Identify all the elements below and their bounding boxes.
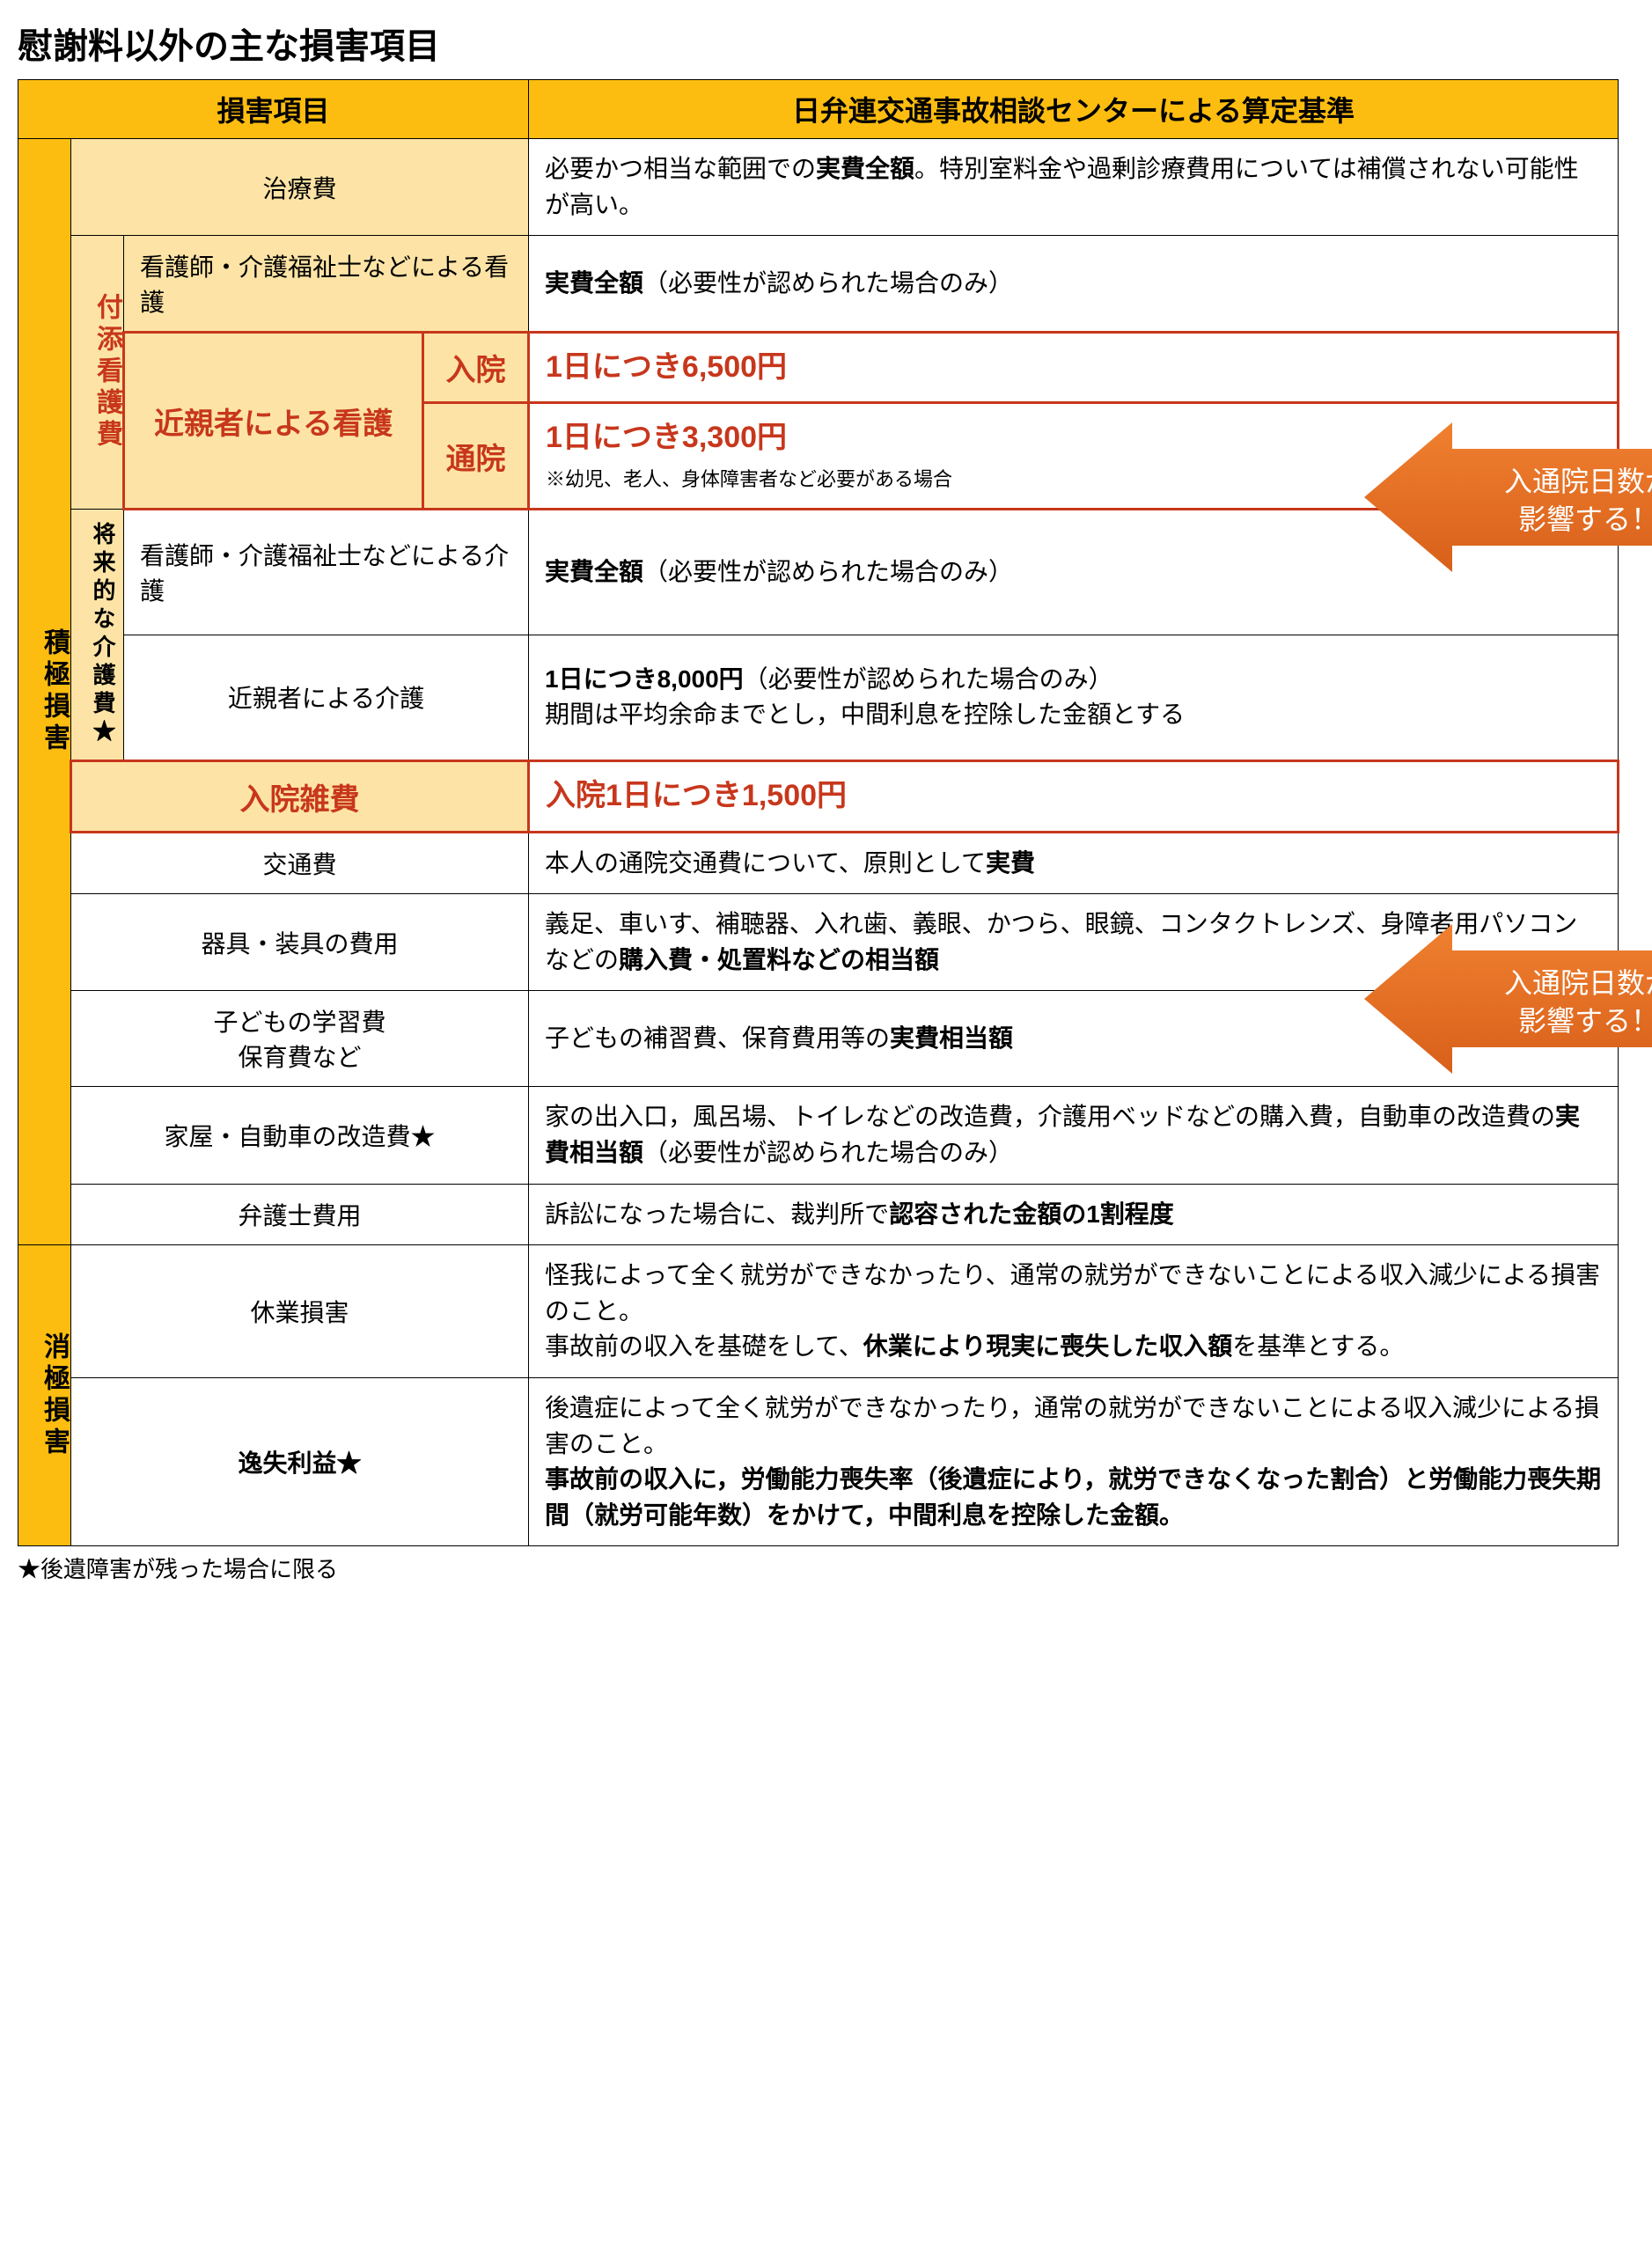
- item-education: 子どもの学習費保育費など: [71, 991, 529, 1087]
- header-items: 損害項目: [18, 80, 529, 139]
- label-inpatient: 入院: [423, 333, 529, 403]
- item-care-pro: 看護師・介護福祉士などによる介護: [124, 510, 529, 635]
- desc-hosp-misc: 入院1日につき1,500円: [529, 761, 1619, 832]
- desc-lost-profit: 後遺症によって全く就労ができなかったり，通常の就労ができないことによる収入減少に…: [529, 1378, 1619, 1546]
- desc-renovation: 家の出入口，風呂場、トイレなどの改造費，介護用ベッドなどの購入費，自動車の改造費…: [529, 1087, 1619, 1184]
- item-hosp-misc: 入院雑費: [71, 761, 529, 832]
- desc-nurse-pro: 実費全額（必要性が認められた場合のみ）: [529, 236, 1619, 333]
- side-negative: 消極損害: [18, 1245, 71, 1546]
- item-lost-work: 休業損害: [71, 1245, 529, 1378]
- desc-education: 子どもの補習費、保育費用等の実費相当額: [529, 991, 1619, 1087]
- desc-outpatient: 1日につき3,300円 ※幼児、老人、身体障害者など必要がある場合: [529, 403, 1619, 510]
- item-nurse-family: 近親者による看護: [124, 333, 423, 510]
- label-outpatient: 通院: [423, 403, 529, 510]
- item-lawyer: 弁護士費用: [71, 1184, 529, 1245]
- side-future-care: 将来的な介護費★: [71, 510, 124, 761]
- desc-lawyer: 訴訟になった場合に、裁判所で認容された金額の1割程度: [529, 1184, 1619, 1245]
- damage-table: 損害項目 日弁連交通事故相談センターによる算定基準 積極損害 治療費 必要かつ相…: [18, 79, 1619, 1546]
- item-treatment: 治療費: [71, 139, 529, 236]
- desc-inpatient: 1日につき6,500円: [529, 333, 1619, 403]
- page-title: 慰謝料以外の主な損害項目: [18, 18, 1619, 69]
- side-attendant: 付添看護費: [71, 236, 124, 510]
- desc-treatment: 必要かつ相当な範囲での実費全額。特別室料金や過剰診療費用については補償されない可…: [529, 139, 1619, 236]
- desc-transport: 本人の通院交通費について、原則として実費: [529, 832, 1619, 894]
- item-nurse-pro: 看護師・介護福祉士などによる看護: [124, 236, 529, 333]
- item-lost-profit: 逸失利益★: [71, 1378, 529, 1546]
- item-renovation: 家屋・自動車の改造費★: [71, 1087, 529, 1184]
- item-equipment: 器具・装具の費用: [71, 894, 529, 991]
- desc-care-pro: 実費全額（必要性が認められた場合のみ）: [529, 510, 1619, 635]
- side-positive: 積極損害: [18, 139, 71, 1245]
- item-care-family: 近親者による介護: [124, 635, 529, 761]
- desc-lost-work: 怪我によって全く就労ができなかったり、通常の就労ができないことによる収入減少によ…: [529, 1245, 1619, 1378]
- desc-equipment: 義足、車いす、補聴器、入れ歯、義眼、かつら、眼鏡、コンタクトレンズ、身障者用パソ…: [529, 894, 1619, 991]
- item-transport: 交通費: [71, 832, 529, 894]
- header-criteria: 日弁連交通事故相談センターによる算定基準: [529, 80, 1619, 139]
- desc-care-family: 1日につき8,000円（必要性が認められた場合のみ） 期間は平均余命までとし，中…: [529, 635, 1619, 761]
- footnote: ★後遺障害が残った場合に限る: [18, 1552, 1619, 1584]
